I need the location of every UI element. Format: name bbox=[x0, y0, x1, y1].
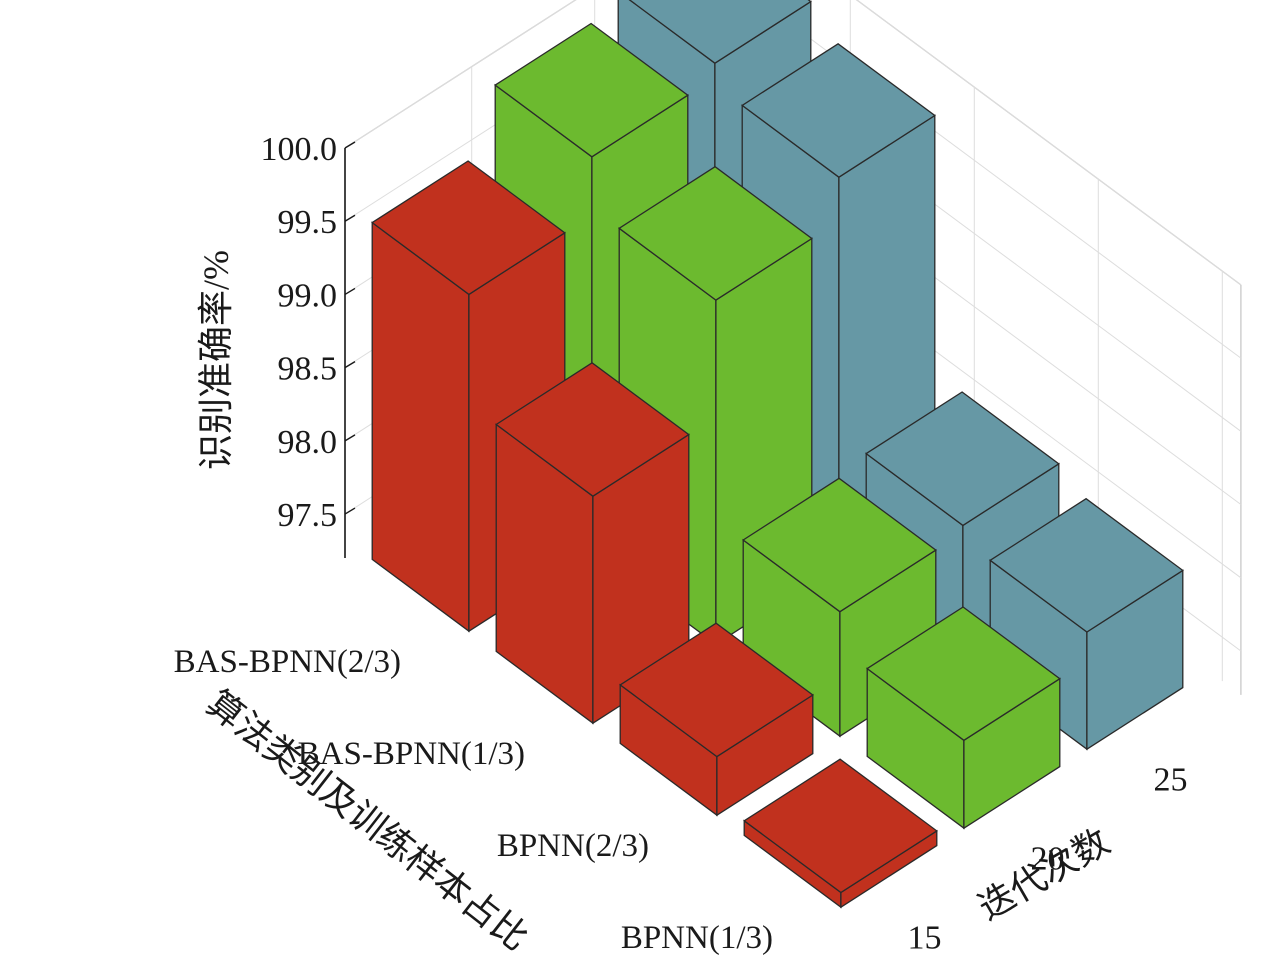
bar-face-top bbox=[743, 758, 938, 894]
bar-face-top bbox=[741, 43, 936, 178]
iteration-label: 15 bbox=[908, 920, 942, 957]
z-gridline bbox=[344, 0, 1242, 286]
z-tick bbox=[344, 141, 356, 149]
bar-face-top bbox=[742, 477, 937, 613]
bar-BPNN(1/3)-25 bbox=[989, 497, 1184, 751]
category-label: BPNN(2/3) bbox=[497, 828, 649, 864]
z-tick bbox=[344, 287, 356, 296]
z-tick-label: 100.0 bbox=[261, 131, 338, 168]
z-tick bbox=[344, 361, 356, 369]
iteration-label: 25 bbox=[1154, 762, 1188, 799]
z-tick bbox=[344, 507, 356, 515]
z-tick-label: 98.0 bbox=[278, 424, 338, 461]
bar-face-top bbox=[628, 0, 812, 64]
category-label: BAS-BPNN(2/3) bbox=[174, 644, 401, 680]
category-label: BAS-BPNN(1/3) bbox=[298, 736, 525, 772]
bar-face-top bbox=[619, 622, 814, 758]
z-tick-label: 99.0 bbox=[278, 277, 338, 314]
bar-BPNN(1/3)-15 bbox=[743, 758, 938, 909]
bar-layer bbox=[371, 0, 1184, 909]
bar-face-top bbox=[618, 165, 813, 301]
x-axis-title: 迭代次数 bbox=[972, 821, 1117, 928]
category-axis-title: 算法类别及训练样本占比 bbox=[199, 683, 536, 958]
bar-BPNN(2/3)-20 bbox=[742, 477, 937, 738]
bar-face-top bbox=[495, 362, 690, 497]
category-label: BPNN(1/3) bbox=[621, 920, 773, 956]
y-axis-title: 识别准确率/% bbox=[196, 250, 236, 470]
iteration-label: 20 bbox=[1031, 841, 1065, 878]
z-tick bbox=[344, 434, 356, 442]
z-tick-label: 97.5 bbox=[278, 497, 338, 534]
label-layer: 97.5 98.0 98.5 99.0 99.5 100.0 BAS-BPNN(2/3) BA… bbox=[174, 131, 1188, 957]
bar-face-top bbox=[989, 497, 1184, 633]
z-tick-label: 98.5 bbox=[278, 351, 338, 388]
bar-BPNN(2/3)-15 bbox=[619, 622, 814, 817]
bar-face-top bbox=[866, 606, 1061, 742]
bar-face-top bbox=[371, 160, 566, 296]
bar-BPNN(1/3)-20 bbox=[866, 606, 1061, 830]
bar-face-top bbox=[865, 391, 1060, 527]
bar-face-top bbox=[494, 22, 689, 158]
bar-BAS-BPNN(1/3)-15 bbox=[495, 362, 690, 725]
z-tick-label: 99.5 bbox=[278, 204, 338, 241]
z-tick bbox=[344, 214, 356, 222]
